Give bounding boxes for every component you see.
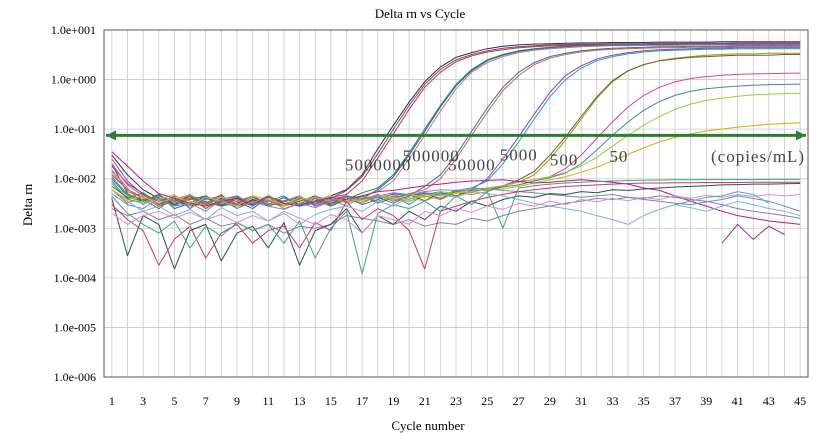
y-axis-label: Delta rn	[20, 183, 35, 226]
annotation-label: (copies/mL)	[711, 147, 805, 166]
series-group	[111, 41, 801, 275]
x-tick-label: 25	[481, 394, 493, 408]
y-tick-labels: 1.0e-006 1.0e-005 1.0e-004 1.0e-003 1.0e-002…	[51, 23, 96, 384]
x-tick-label: 43	[763, 394, 775, 408]
x-tick-label: 41	[732, 394, 744, 408]
series-line	[721, 223, 785, 244]
series-line	[111, 45, 801, 210]
series-line	[111, 183, 801, 270]
series-line	[111, 187, 801, 212]
y-tick-label: 1.0e-003	[54, 221, 96, 235]
x-axis-label: Cycle number	[391, 418, 465, 433]
threshold-arrow-right	[796, 130, 806, 141]
x-tick-label: 13	[294, 394, 306, 408]
x-tick-label: 7	[203, 394, 209, 408]
y-tick-label: 1.0e-002	[54, 172, 96, 186]
annotation-label: 5000000	[345, 156, 412, 175]
x-tick-label: 33	[606, 394, 618, 408]
x-tick-label: 15	[325, 394, 337, 408]
series-line	[111, 181, 801, 270]
series-line	[111, 189, 801, 225]
y-tick-label: 1.0e+001	[51, 23, 96, 37]
plot-area	[103, 29, 809, 378]
x-tick-label: 17	[356, 394, 368, 408]
chart-title: Delta rn vs Cycle	[375, 6, 466, 21]
x-tick-labels: 1 3 5 7 9 11 13 15 17 19 21 23 25 27 29 31 33 35 37 39 41 43 4…	[109, 394, 806, 408]
y-tick-label: 1.0e+000	[51, 73, 96, 87]
x-tick-label: 3	[140, 394, 146, 408]
x-tick-label: 27	[513, 394, 525, 408]
annotation-label: 50000	[448, 156, 496, 175]
y-tick-label: 1.0e-004	[54, 271, 96, 285]
threshold-arrow-left	[106, 130, 116, 141]
x-tick-label: 5	[171, 394, 177, 408]
x-tick-label: 37	[669, 394, 681, 408]
x-tick-label: 35	[638, 394, 650, 408]
x-tick-label: 21	[419, 394, 431, 408]
series-line	[111, 151, 801, 225]
x-tick-label: 31	[575, 394, 587, 408]
series-line	[111, 178, 801, 275]
y-tick-label: 1.0e-006	[54, 370, 96, 384]
annotation-label: 5000	[500, 145, 538, 164]
x-tick-label: 19	[387, 394, 399, 408]
annotation-label: 500000	[403, 146, 460, 165]
x-tick-label: 11	[262, 394, 274, 408]
series-line	[111, 194, 801, 234]
y-tick-label: 1.0e-005	[54, 320, 96, 334]
series-line	[111, 195, 801, 234]
annotation-label: 50	[609, 147, 628, 166]
x-tick-label: 29	[544, 394, 556, 408]
series-line	[674, 191, 770, 206]
x-tick-label: 1	[109, 394, 115, 408]
x-tick-label: 9	[234, 394, 240, 408]
y-tick-label: 1.0e-001	[54, 122, 96, 136]
threshold-group	[106, 130, 806, 141]
x-tick-label: 45	[794, 394, 806, 408]
annotation-label: 500	[550, 150, 579, 169]
x-tick-label: 39	[700, 394, 712, 408]
x-tick-label: 23	[450, 394, 462, 408]
